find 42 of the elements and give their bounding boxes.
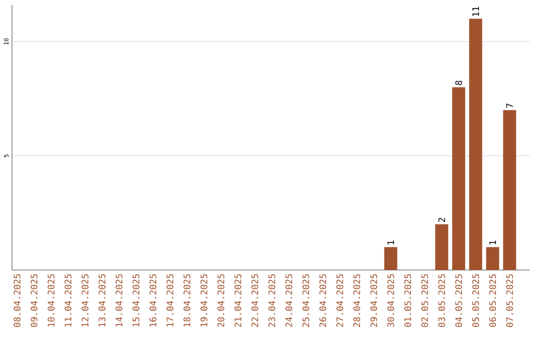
bar [452, 87, 466, 270]
x-tick-label: 11.04.2025 [64, 274, 72, 326]
x-tick-label: 01.05.2025 [404, 274, 412, 327]
x-tick-label: 24.04.2025 [285, 274, 292, 327]
x-tick-label: 06.05.2025 [489, 274, 496, 327]
x-tick-label: 10.04.2025 [48, 274, 54, 326]
x-tick-label: 07.05.2025 [506, 274, 514, 327]
x-tick-label: 12.04.2025 [82, 274, 88, 326]
x-tick-label: 20.04.2025 [218, 274, 224, 327]
x-tick-label: 13.04.2025 [98, 274, 106, 326]
x-tick-label: 25.04.2025 [302, 274, 310, 327]
x-tick-label: 19.04.2025 [200, 274, 208, 326]
x-tick-label: 18.04.2025 [184, 274, 190, 326]
x-tick-label: 26.04.2025 [319, 274, 326, 327]
bar [469, 18, 482, 270]
bar [503, 110, 516, 270]
x-tick-label: 02.05.2025 [421, 274, 428, 327]
x-tick-label: 16.04.2025 [150, 274, 156, 326]
data-label: 7 [506, 104, 513, 108]
x-tick-label: 30.04.2025 [387, 274, 394, 327]
bar [435, 224, 448, 270]
x-tick-label: 27.04.2025 [336, 274, 344, 327]
data-label: 1 [387, 240, 394, 244]
x-tick-label: 22.04.2025 [251, 274, 258, 327]
data-label: 2 [438, 218, 446, 222]
x-tick-label: 15.04.2025 [132, 274, 140, 326]
x-tick-label: 17.04.2025 [166, 274, 174, 326]
bar [486, 247, 500, 270]
x-tick-label: 04.05.2025 [455, 274, 462, 327]
data-label: 11 [472, 6, 479, 16]
x-tick-label: 14.04.2025 [116, 274, 122, 326]
x-tick-label: 09.04.2025 [30, 274, 38, 327]
data-label: 1 [489, 240, 496, 244]
x-tick-label: 03.05.2025 [438, 274, 446, 327]
x-tick-label: 29.04.2025 [370, 274, 378, 327]
x-tick-label: 28.04.2025 [353, 274, 360, 327]
x-tick-label: 05.05.2025 [472, 274, 480, 327]
x-tick-label: 23.04.2025 [268, 274, 276, 327]
x-tick-label: 08.04.2025 [14, 274, 20, 327]
x-tick-label: 21.04.2025 [234, 274, 242, 327]
data-label: 8 [455, 80, 462, 85]
bar [384, 247, 398, 270]
